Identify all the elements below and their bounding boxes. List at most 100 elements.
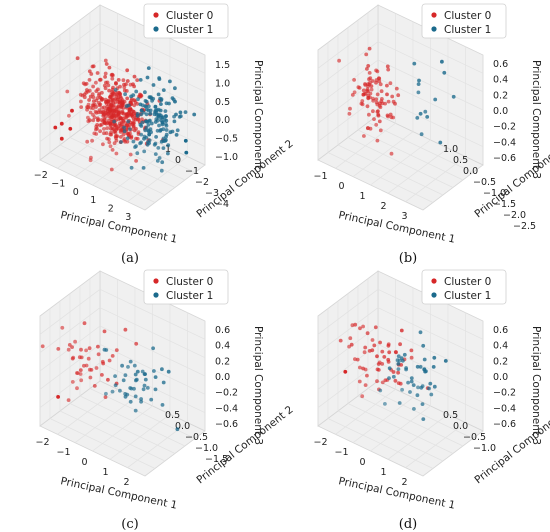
data-point xyxy=(140,369,145,374)
y-tick-label: 0 xyxy=(175,155,181,166)
series-1 xyxy=(102,346,180,432)
data-point xyxy=(374,97,379,102)
data-point xyxy=(120,100,125,105)
data-point xyxy=(158,113,163,118)
data-point xyxy=(183,138,188,143)
data-point xyxy=(167,101,171,106)
data-point xyxy=(82,321,87,326)
data-point xyxy=(157,77,162,81)
z-tick-label: −0.6 xyxy=(493,419,516,430)
z-tick-label: −1.0 xyxy=(215,152,238,163)
data-point xyxy=(124,115,129,120)
y-tick-label: −4 xyxy=(215,199,229,210)
y-tick-label: −1 xyxy=(185,166,199,177)
data-point xyxy=(100,90,104,95)
data-point xyxy=(68,126,73,131)
data-point xyxy=(139,399,144,404)
data-point xyxy=(387,376,391,380)
data-point xyxy=(132,84,137,89)
data-point xyxy=(59,136,64,141)
data-point xyxy=(370,79,375,83)
data-point xyxy=(81,81,86,86)
data-point xyxy=(142,136,146,141)
y-tick-label: 0.5 xyxy=(165,410,180,421)
z-axis-label: Principal Component 3 xyxy=(252,60,264,179)
data-point xyxy=(122,137,127,141)
data-point xyxy=(367,71,372,75)
data-point xyxy=(90,138,94,143)
data-point xyxy=(122,85,127,90)
legend-marker-cluster-0 xyxy=(153,278,159,284)
x-tick-label: 3 xyxy=(125,212,131,223)
data-point xyxy=(141,387,146,392)
data-points xyxy=(338,322,448,421)
data-point xyxy=(126,103,131,108)
data-point xyxy=(91,118,96,123)
data-point xyxy=(135,136,140,141)
data-point xyxy=(128,399,133,404)
data-point xyxy=(118,94,123,99)
data-point xyxy=(135,114,140,118)
data-point xyxy=(390,94,395,99)
data-point xyxy=(388,81,393,86)
data-point xyxy=(359,101,364,106)
data-point xyxy=(377,119,382,124)
data-point xyxy=(133,394,138,399)
grid-line xyxy=(317,23,379,69)
data-point xyxy=(371,109,375,114)
data-point xyxy=(138,78,143,82)
z-tick-label: −0.2 xyxy=(493,122,516,133)
data-point xyxy=(134,144,138,149)
data-point xyxy=(170,129,175,134)
grid-line xyxy=(39,23,101,69)
y-tick-label: −1.5 xyxy=(493,199,516,210)
data-point xyxy=(159,127,163,132)
data-point xyxy=(396,367,401,371)
x-tick-label: −2 xyxy=(313,437,327,448)
data-point xyxy=(133,408,138,413)
data-point xyxy=(149,397,154,402)
data-point xyxy=(386,114,390,119)
data-point xyxy=(357,379,362,384)
data-point xyxy=(353,322,358,327)
data-point xyxy=(388,112,393,117)
data-point xyxy=(380,349,385,354)
data-point xyxy=(142,383,147,388)
data-point xyxy=(161,88,166,92)
data-point xyxy=(75,56,80,61)
data-point xyxy=(129,386,134,391)
data-point xyxy=(146,140,150,145)
data-point xyxy=(126,111,131,116)
data-point xyxy=(363,367,368,372)
data-point xyxy=(95,71,100,75)
data-point xyxy=(107,65,112,70)
data-point xyxy=(135,102,140,106)
data-point xyxy=(79,99,83,104)
legend-label-cluster-0: Cluster 0 xyxy=(444,276,491,288)
data-point xyxy=(127,127,132,131)
data-point xyxy=(151,346,156,351)
data-point xyxy=(362,91,367,96)
grid-line xyxy=(367,388,474,439)
data-point xyxy=(79,105,84,109)
panel-caption: (c) xyxy=(121,517,138,532)
data-point xyxy=(389,151,394,156)
z-tick-label: −0.5 xyxy=(215,134,238,145)
data-point xyxy=(163,122,168,126)
data-point xyxy=(108,144,113,149)
data-point xyxy=(131,139,136,144)
z-tick-label: 0.2 xyxy=(215,356,230,367)
data-point xyxy=(147,119,152,123)
data-point xyxy=(113,134,118,139)
x-tick-label: 0 xyxy=(81,457,87,468)
data-point xyxy=(178,114,183,118)
data-point xyxy=(161,380,166,385)
data-point xyxy=(110,72,115,77)
data-point xyxy=(183,110,188,114)
data-point xyxy=(422,367,427,372)
data-point xyxy=(348,106,352,111)
data-point xyxy=(164,114,168,119)
data-point xyxy=(347,344,351,349)
x-tick-label: 1 xyxy=(90,195,96,206)
data-point xyxy=(103,71,108,76)
